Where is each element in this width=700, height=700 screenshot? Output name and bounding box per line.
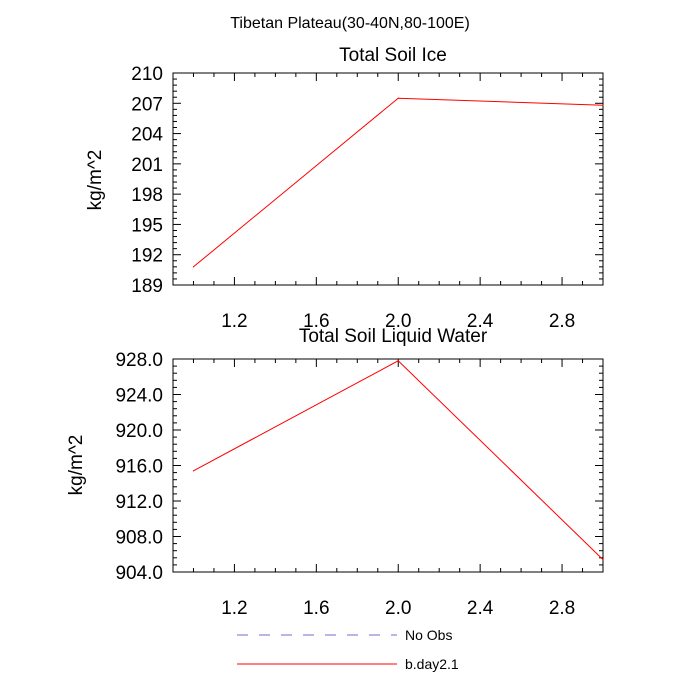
y-tick-label: 201 [131, 155, 163, 176]
legend-label-no-obs: No Obs [405, 627, 452, 643]
data-point [397, 360, 399, 362]
chart-title-total-soil-ice: Total Soil Ice [339, 45, 447, 66]
y-tick-label: 924.0 [115, 386, 163, 407]
plot-frame [172, 358, 604, 573]
chart-total-soil-liquid-water: Total Soil Liquid Water kg/m^2 1.2 1.6 2.0… [66, 326, 604, 619]
y-tick-label: 189 [131, 276, 163, 297]
y-tick-label: 210 [131, 64, 163, 85]
y-tick-label: 928.0 [115, 350, 163, 371]
x-tick-label: 2.8 [549, 598, 575, 619]
x-tick-label: 2.4 [467, 598, 494, 619]
y-tick-label: 904.0 [115, 563, 163, 584]
legend: No Obs b.day2.1 [237, 627, 459, 672]
legend-label-b-day2-1: b.day2.1 [405, 656, 459, 672]
x-tick-label: 1.6 [303, 311, 329, 332]
y-tick-label: 920.0 [115, 421, 163, 442]
data-point [192, 470, 195, 472]
figure-title: Tibetan Plateau(30-40N,80-100E) [230, 15, 470, 32]
series-line [193, 97, 604, 268]
x-tick-label: 1.6 [303, 598, 329, 619]
y-tick-label: 198 [131, 185, 163, 206]
x-tick-label: 2.4 [467, 311, 494, 332]
y-axis-label-soil-ice: kg/m^2 [85, 150, 106, 211]
series-line [193, 360, 604, 560]
y-axis-label-soil-liquid-water: kg/m^2 [66, 435, 87, 496]
x-tick-label: 2.8 [549, 311, 575, 332]
data-point [192, 266, 195, 268]
chart-total-soil-ice: Total Soil Ice kg/m^2 1.2 1.6 2.0 2.4 2.8 189… [85, 45, 604, 332]
x-tick-label: 2.0 [385, 598, 411, 619]
plot-frame [172, 72, 604, 286]
y-tick-label: 912.0 [115, 492, 163, 513]
data-point [602, 558, 604, 561]
y-tick-label: 908.0 [115, 528, 163, 549]
y-tick-label: 204 [131, 125, 163, 146]
y-tick-label: 195 [131, 215, 163, 236]
chart-title-total-soil-liquid-water: Total Soil Liquid Water [299, 326, 488, 347]
x-tick-label: 1.2 [221, 598, 247, 619]
x-tick-label: 1.2 [221, 311, 247, 332]
x-tick-label: 2.0 [385, 311, 411, 332]
y-tick-label: 207 [131, 94, 163, 115]
y-tick-label: 916.0 [115, 457, 163, 478]
data-point [397, 97, 399, 99]
y-tick-label: 192 [131, 246, 163, 267]
data-point [602, 104, 604, 106]
